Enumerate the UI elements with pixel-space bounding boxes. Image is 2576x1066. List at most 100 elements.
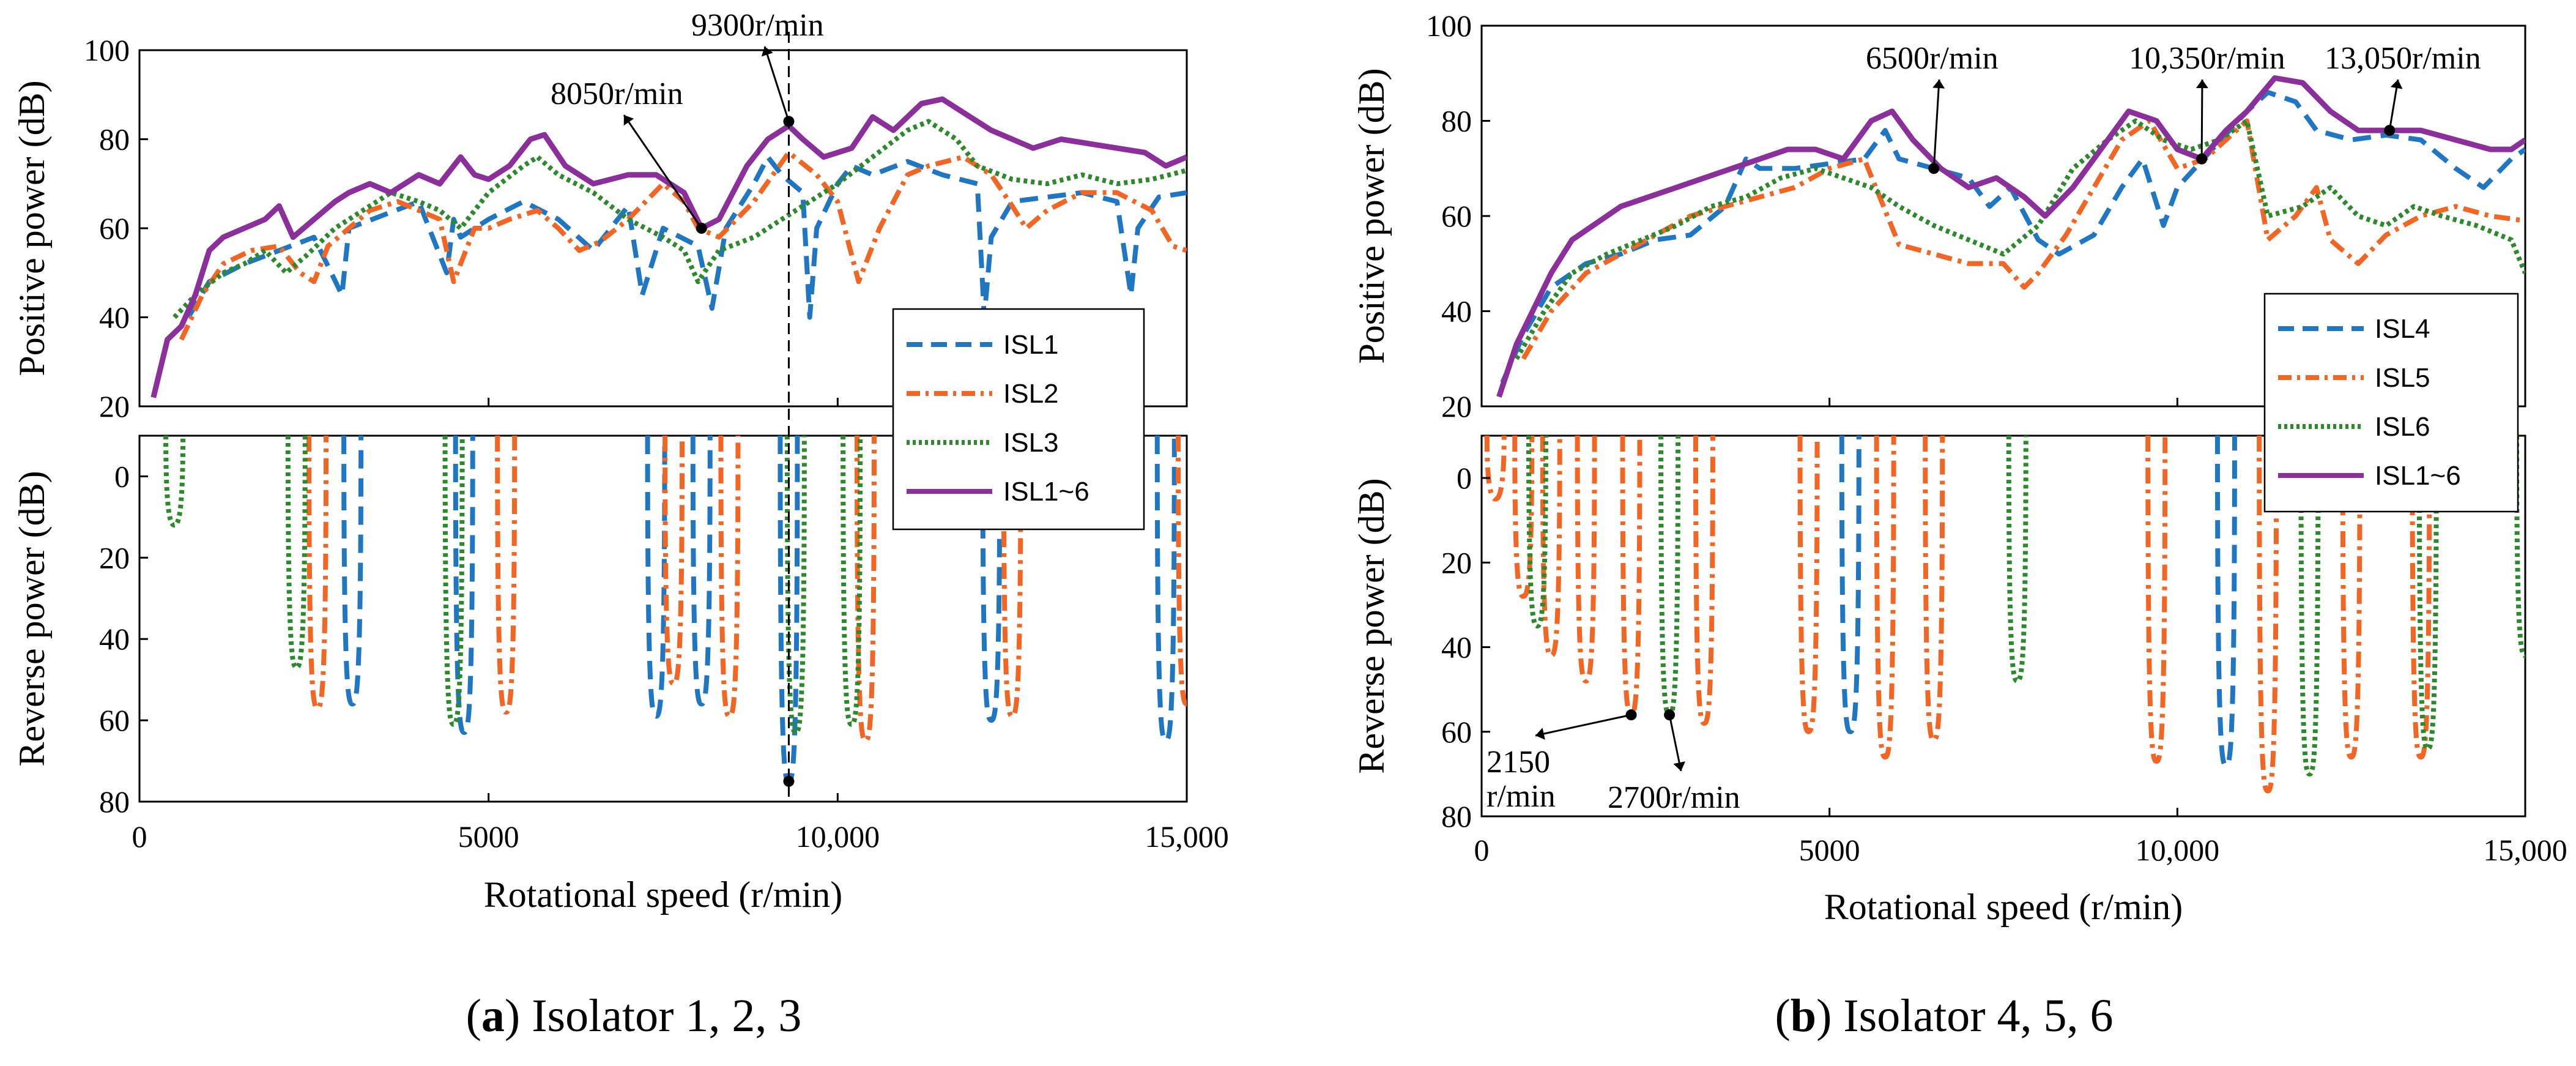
panel-a-legend-label-isl1-6: ISL1~6: [1003, 477, 1089, 507]
panel-a-xtick-label: 10,000: [796, 819, 880, 854]
panel-b-annotation-label: 6500r/min: [1866, 41, 1999, 76]
panel-a-legend-label-isl2: ISL2: [1003, 379, 1059, 409]
panel-b-bottom-axes-frame: [1480, 434, 2526, 818]
panel-a-caption: (a) Isolator 1, 2, 3: [466, 990, 802, 1042]
panel-b-annotation-arrowhead: [1932, 80, 1945, 89]
panel-a-legend: ISL1 ISL2 ISL3 ISL1~6: [892, 308, 1145, 531]
panel-a: 0 5000 10,000 15,000 20 40 60 80 100 0 20 40 60 80 80…: [12, 8, 1229, 1042]
panel-b-ytick-top-label: 100: [1426, 9, 1472, 43]
panel-b-annotation-arrow: [1668, 714, 1682, 772]
panel-a-caption-letter: a: [481, 990, 505, 1042]
panel-b-annotation-arrow: [1932, 79, 1940, 169]
panel-b-ytick-bottom-label: 20: [1441, 545, 1472, 580]
panel-b-annotation-arrowhead: [2390, 80, 2403, 89]
panel-b-caption: (b) Isolator 4, 5, 6: [1775, 990, 2113, 1042]
panel-b-series-isl5-reverse-dip: [1540, 436, 1562, 658]
panel-b-legend-label-isl6: ISL6: [2375, 412, 2430, 442]
panel-b-series-isl5-reverse-dip: [2410, 436, 2432, 760]
panel-b-ytick-bottom-label: 60: [1441, 715, 1472, 749]
panel-b-annotation-label: 2700r/min: [1608, 780, 1740, 815]
panel-a-xtick-label: 15,000: [1145, 819, 1229, 854]
panel-b-series-isl6-reverse-dip: [1658, 436, 1681, 718]
panel-a-series-isl2-reverse-dip: [495, 436, 518, 715]
panel-b-series-isl5-reverse-dip: [1575, 436, 1597, 684]
panel-a-series-isl1-reverse-dip: [645, 436, 667, 719]
panel-a-annotation-arrow: [623, 114, 703, 229]
panel-b-legend: ISL4 ISL5 ISL6 ISL1~6: [2263, 293, 2519, 513]
panel-b-series-isl6-reverse-dip: [2298, 436, 2321, 777]
panel-b-legend-label-isl4: ISL4: [2375, 314, 2430, 344]
panel-a-series-isl2-reverse-dip: [718, 436, 741, 719]
panel-b-series-isl5-reverse-dip: [2257, 436, 2279, 794]
panel-b-ytick-top-label: 20: [1441, 389, 1472, 423]
panel-b-series-isl4-positive: [1500, 89, 2525, 384]
panel-a-series-isl1-6-positive: [150, 96, 1187, 398]
panel-a-series-isl3-reverse-dip: [841, 436, 863, 727]
panel-a-ytick-top-label: 60: [99, 211, 130, 245]
panel-a-series-isl3-reverse-dip: [784, 436, 807, 736]
panel-b-annotation-arrow: [2388, 79, 2399, 131]
panel-a-series-isl2-reverse-dip: [663, 436, 685, 687]
panel-a-ytick-top-label: 40: [99, 300, 130, 335]
panel-a-ytick-bottom-label: 40: [99, 622, 130, 656]
panel-b-xtick-label: 15,000: [2483, 833, 2567, 867]
panel-a-ytick-bottom-label: 20: [99, 540, 130, 575]
panel-b-series-isl5-reverse-dip: [1923, 436, 1945, 743]
panel-b-annotation-label: r/min: [1487, 779, 1556, 814]
panel-b-annotation-arrowhead: [1535, 728, 1545, 740]
panel-b-ylabel-bottom: Reverse power (dB): [1351, 478, 1392, 773]
panel-b-ytick-top-label: 80: [1441, 104, 1472, 138]
panel-a-caption-text: ) Isolator 1, 2, 3: [505, 990, 801, 1042]
panel-a-series-isl3-reverse-dip: [163, 436, 186, 528]
panel-a-xtick-label: 5000: [458, 819, 519, 854]
panel-a-ylabel-top: Positive power (dB): [12, 80, 52, 376]
panel-a-ytick-top-label: 100: [84, 33, 130, 67]
panel-b-series-isl6-reverse-dip: [2416, 436, 2439, 751]
panel-b: 0 5000 10,000 15,000 20 40 60 80 100 0 20 40 60 80 65…: [1351, 9, 2567, 1042]
panel-b-legend-label-isl5: ISL5: [2375, 363, 2430, 393]
panel-b-series-isl1-6-positive: [1496, 75, 2525, 398]
panel-b-xtick-label: 5000: [1799, 833, 1860, 867]
panel-b-series-isl6-reverse-dip: [1526, 436, 1548, 629]
panel-b-series-isl5-reverse-dip: [1874, 436, 1896, 760]
panel-a-series-isl1-reverse-dip: [690, 436, 713, 707]
panel-a-annotation-label: 8050r/min: [551, 76, 683, 111]
panel-b-caption-text: ) Isolator 4, 5, 6: [1816, 990, 2113, 1042]
panel-b-annotation-label: 2150: [1487, 745, 1550, 780]
panel-b-legend-label-isl1-6: ISL1~6: [2375, 461, 2461, 491]
panel-a-series-isl1-reverse-dip: [341, 436, 364, 707]
panel-a-annotation-arrowhead: [761, 47, 773, 57]
panel-a-series-isl1-reverse-dip: [1154, 436, 1177, 744]
panel-b-series-isl5-reverse-dip: [2340, 436, 2363, 760]
panel-a-ytick-top-label: 80: [99, 122, 130, 157]
panel-b-series-group: [1484, 75, 2525, 794]
panel-b-ytick-bottom-label: 40: [1441, 630, 1472, 665]
panel-b-series-isl5-reverse-dip: [2145, 436, 2168, 764]
panel-a-series-group: [150, 96, 1187, 784]
panel-b-caption-letter: b: [1791, 990, 1816, 1042]
panel-b-series-isl4-reverse-dip: [2214, 436, 2237, 769]
panel-b-ytick-bottom-label: 80: [1441, 799, 1472, 833]
panel-b-series-isl6-reverse-dip: [2006, 436, 2029, 684]
panel-a-legend-label-isl3: ISL3: [1003, 428, 1059, 458]
panel-b-annotation-arrow: [1535, 714, 1631, 737]
panel-b-annotation-label: 13,050r/min: [2325, 41, 2481, 76]
panel-b-series-isl5-reverse-dip: [1620, 436, 1642, 718]
panel-a-annotation-arrow: [763, 46, 790, 122]
panel-b-series-isl5-reverse-dip: [1693, 436, 1715, 726]
panel-a-series-isl1-positive: [186, 154, 1187, 320]
panel-b-ytick-top-label: 40: [1441, 294, 1472, 329]
panel-a-legend-label-isl1: ISL1: [1003, 330, 1059, 360]
panel-a-annotation-label: 9300r/min: [691, 8, 824, 43]
panel-b-ticks: 0 5000 10,000 15,000 20 40 60 80 100 0 20 40 60 80: [1426, 9, 2567, 867]
panel-a-ytick-bottom-label: 80: [99, 785, 130, 819]
panel-b-xlabel: Rotational speed (r/min): [1824, 887, 2183, 927]
panel-b-annotation-arrowhead: [1673, 761, 1685, 771]
panel-b-ylabel-top: Positive power (dB): [1351, 68, 1392, 363]
panel-b-xtick-label: 0: [1474, 833, 1490, 867]
panel-b-ytick-top-label: 60: [1441, 199, 1472, 233]
panel-a-ytick-bottom-label: 60: [99, 703, 130, 737]
panel-b-series-isl5-positive: [1521, 118, 2525, 360]
panel-a-ylabel-bottom: Reverse power (dB): [12, 471, 52, 766]
